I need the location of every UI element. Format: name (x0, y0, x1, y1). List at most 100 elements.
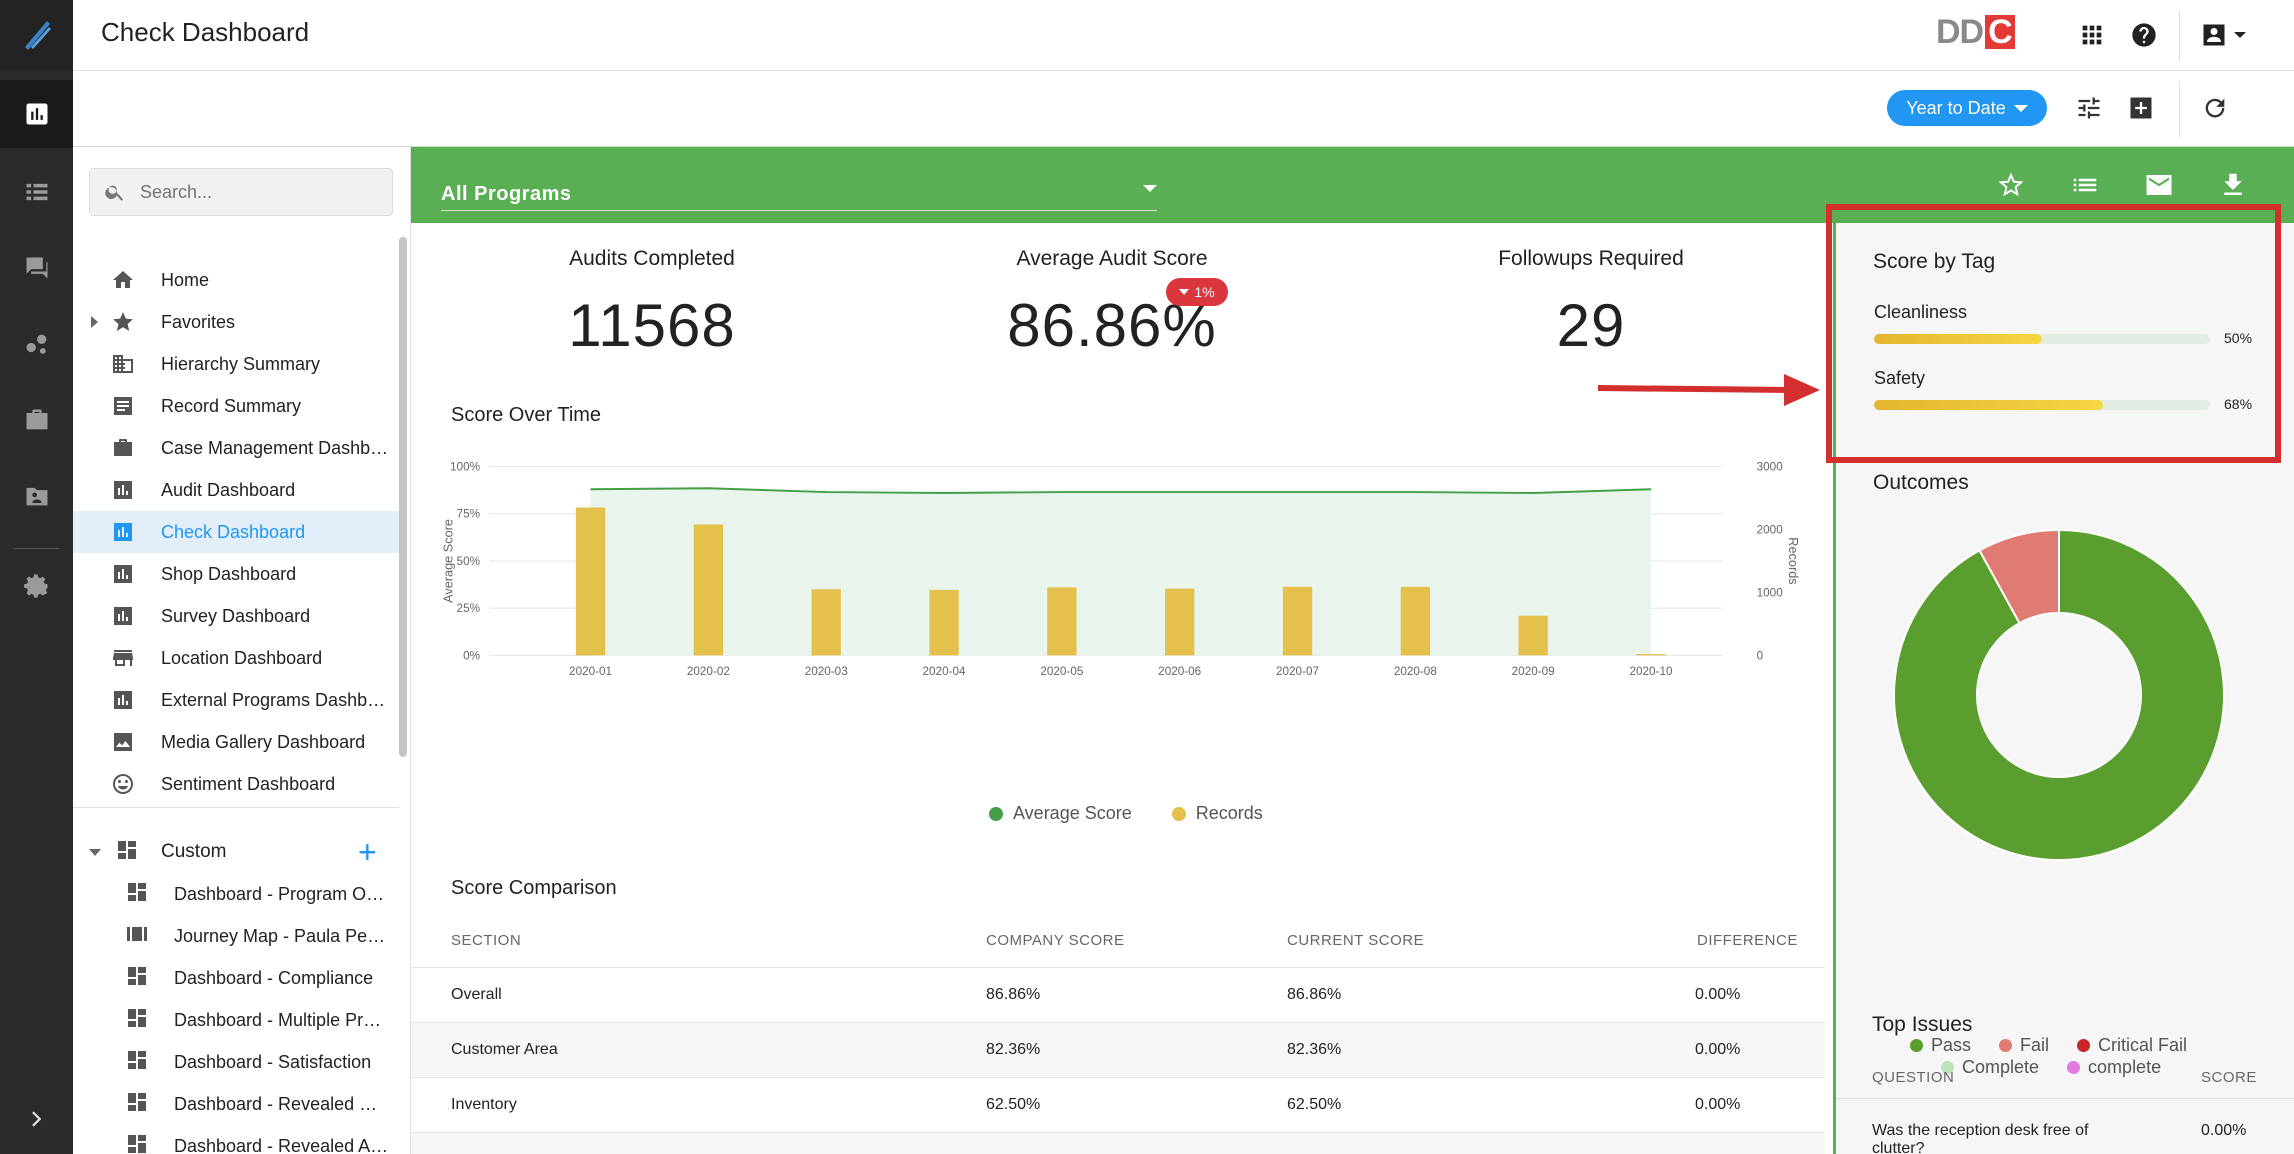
cell-section: Inventory (451, 1096, 517, 1113)
rail-analytics-button[interactable] (0, 310, 73, 378)
sidebar-item-case-management[interactable]: Case Management Dashboard (73, 427, 399, 469)
legend-label-critical-fail[interactable]: Critical Fail (2098, 1035, 2188, 1055)
account-box-icon (2203, 24, 2225, 46)
outcomes-donut-chart (1893, 528, 2225, 861)
rail-settings-button[interactable] (0, 552, 73, 620)
y2-tick-label: 3000 (1757, 460, 1784, 473)
donut-slice-pass[interactable] (1893, 528, 2225, 861)
search-box[interactable] (89, 168, 393, 216)
y-axis-label: Average Score (441, 519, 456, 603)
donut-slice-fail[interactable] (1978, 528, 2060, 625)
cell-current-score: 62.50% (1287, 1096, 1342, 1113)
y2-axis-label: Records (1786, 537, 1801, 584)
smiley-icon (111, 772, 135, 796)
rail-cases-button[interactable] (0, 386, 73, 454)
dashboard-icon (125, 880, 149, 909)
rail-messages-button[interactable] (0, 234, 73, 302)
help-button[interactable] (2126, 17, 2162, 53)
icon-rail (0, 0, 73, 1154)
sidebar-item-label: Media Gallery Dashboard (161, 731, 366, 752)
chevron-right-icon (31, 1111, 41, 1127)
list-view-button[interactable] (2067, 167, 2103, 203)
column-header-current-score[interactable]: CURRENT SCORE (1287, 932, 1425, 949)
sidebar-item-location-dashboard[interactable]: Location Dashboard (73, 637, 399, 679)
legend-label-complete[interactable]: Complete (1962, 1057, 2040, 1077)
table-row[interactable]: Customer Area 82.36% 82.36% 0.00% (411, 1022, 1825, 1077)
sidebar-item-check-dashboard[interactable]: Check Dashboard (73, 511, 399, 553)
kpi-audits-completed: Audits Completed 11568 (487, 247, 817, 360)
user-menu-button[interactable] (2200, 17, 2260, 53)
sidebar-item-survey-dashboard[interactable]: Survey Dashboard (73, 595, 399, 637)
download-icon (2224, 173, 2242, 195)
legend-label-fail[interactable]: Fail (2020, 1035, 2050, 1055)
custom-item[interactable]: Dashboard - Multiple Programs (73, 999, 399, 1041)
column-header-company-score[interactable]: COMPANY SCORE (986, 932, 1125, 949)
column-header-question[interactable]: QUESTION (1872, 1069, 1955, 1086)
favorite-button[interactable] (1993, 167, 2029, 203)
sidebar-item-external-programs[interactable]: External Programs Dashboard (73, 679, 399, 721)
app-logo[interactable] (0, 0, 73, 70)
date-range-dropdown[interactable]: Year to Date (1887, 90, 2047, 126)
add-custom-dashboard-button[interactable]: + (358, 834, 377, 870)
legend-label-records[interactable]: Records (1195, 803, 1263, 823)
custom-item[interactable]: Journey Map - Paula Perez (73, 915, 399, 957)
table-row[interactable]: Inventory 62.50% 62.50% 0.00% (411, 1077, 1825, 1132)
legend-label-pass[interactable]: Pass (1931, 1035, 1972, 1055)
column-header-section[interactable]: SECTION (451, 932, 522, 949)
custom-item[interactable]: Dashboard - Revealed Audit (73, 1125, 399, 1154)
legend-label-complete-lower[interactable]: complete (2088, 1057, 2162, 1077)
custom-section-header[interactable]: Custom + (73, 831, 399, 873)
column-header-score[interactable]: SCORE (2201, 1069, 2257, 1086)
custom-item[interactable]: Dashboard - Revealed Shop (73, 1083, 399, 1125)
y-tick-label: 100% (450, 460, 480, 473)
search-input[interactable] (140, 181, 380, 203)
sidebar-item-label: Check Dashboard (161, 521, 306, 542)
rail-dashboards-button[interactable] (0, 80, 73, 148)
legend-dot-pass (1910, 1039, 1923, 1052)
refresh-button[interactable] (2198, 91, 2232, 125)
custom-item[interactable]: Dashboard - Compliance (73, 957, 399, 999)
x-tick-label: 2020-03 (805, 665, 848, 678)
x-tick-label: 2020-09 (1512, 665, 1555, 678)
program-select[interactable]: All Programs (441, 177, 1157, 211)
sidebar-item-record-summary[interactable]: Record Summary (73, 385, 399, 427)
sidebar-item-favorites[interactable]: Favorites (73, 301, 399, 343)
sidebar-item-shop-dashboard[interactable]: Shop Dashboard (73, 553, 399, 595)
sidebar-item-home[interactable]: Home (73, 259, 399, 301)
rail-records-button[interactable] (0, 158, 73, 226)
custom-item-label: Dashboard - Compliance (174, 967, 374, 988)
filters-button[interactable] (2072, 91, 2106, 125)
rail-contacts-button[interactable] (0, 462, 73, 530)
records-bar (1047, 587, 1077, 656)
dashboard-icon (125, 1090, 149, 1119)
legend-dot-complete (1941, 1061, 1954, 1074)
records-bar (1400, 586, 1431, 656)
column-header-difference[interactable]: DIFFERENCE (1697, 932, 1798, 949)
sidebar-scrollbar[interactable] (399, 237, 407, 757)
table-row[interactable] (411, 1132, 1825, 1154)
download-button[interactable] (2215, 167, 2251, 203)
legend-label-score[interactable]: Average Score (1013, 803, 1132, 823)
y-tick-label: 0% (463, 649, 480, 662)
topbar-divider (2179, 10, 2180, 62)
image-icon (111, 730, 135, 754)
email-button[interactable] (2141, 167, 2177, 203)
outcomes-title: Outcomes (1873, 471, 1969, 494)
sidebar-item-hierarchy-summary[interactable]: Hierarchy Summary (73, 343, 399, 385)
brand-logo-mark: C (1985, 15, 2015, 49)
custom-item[interactable]: Dashboard - Program Overview (73, 873, 399, 915)
sidebar-item-sentiment[interactable]: Sentiment Dashboard (73, 763, 399, 805)
bar-chart-icon (111, 520, 135, 544)
table-row[interactable]: Overall 86.86% 86.86% 0.00% (411, 967, 1825, 1022)
list-icon (26, 183, 47, 201)
custom-item[interactable]: Dashboard - Satisfaction (73, 1041, 399, 1083)
kpi-followups-required: Followups Required 29 (1426, 247, 1756, 360)
score-line (590, 487, 1652, 494)
sidebar-item-media-gallery[interactable]: Media Gallery Dashboard (73, 721, 399, 763)
outcomes-legend-row-2: Complete complete (1941, 1057, 2161, 1078)
apps-button[interactable] (2074, 17, 2110, 53)
sidebar-item-label: Sentiment Dashboard (161, 773, 336, 794)
add-widget-button[interactable] (2124, 91, 2158, 125)
expand-sidebar-button[interactable] (0, 1084, 73, 1154)
sidebar-item-audit-dashboard[interactable]: Audit Dashboard (73, 469, 399, 511)
